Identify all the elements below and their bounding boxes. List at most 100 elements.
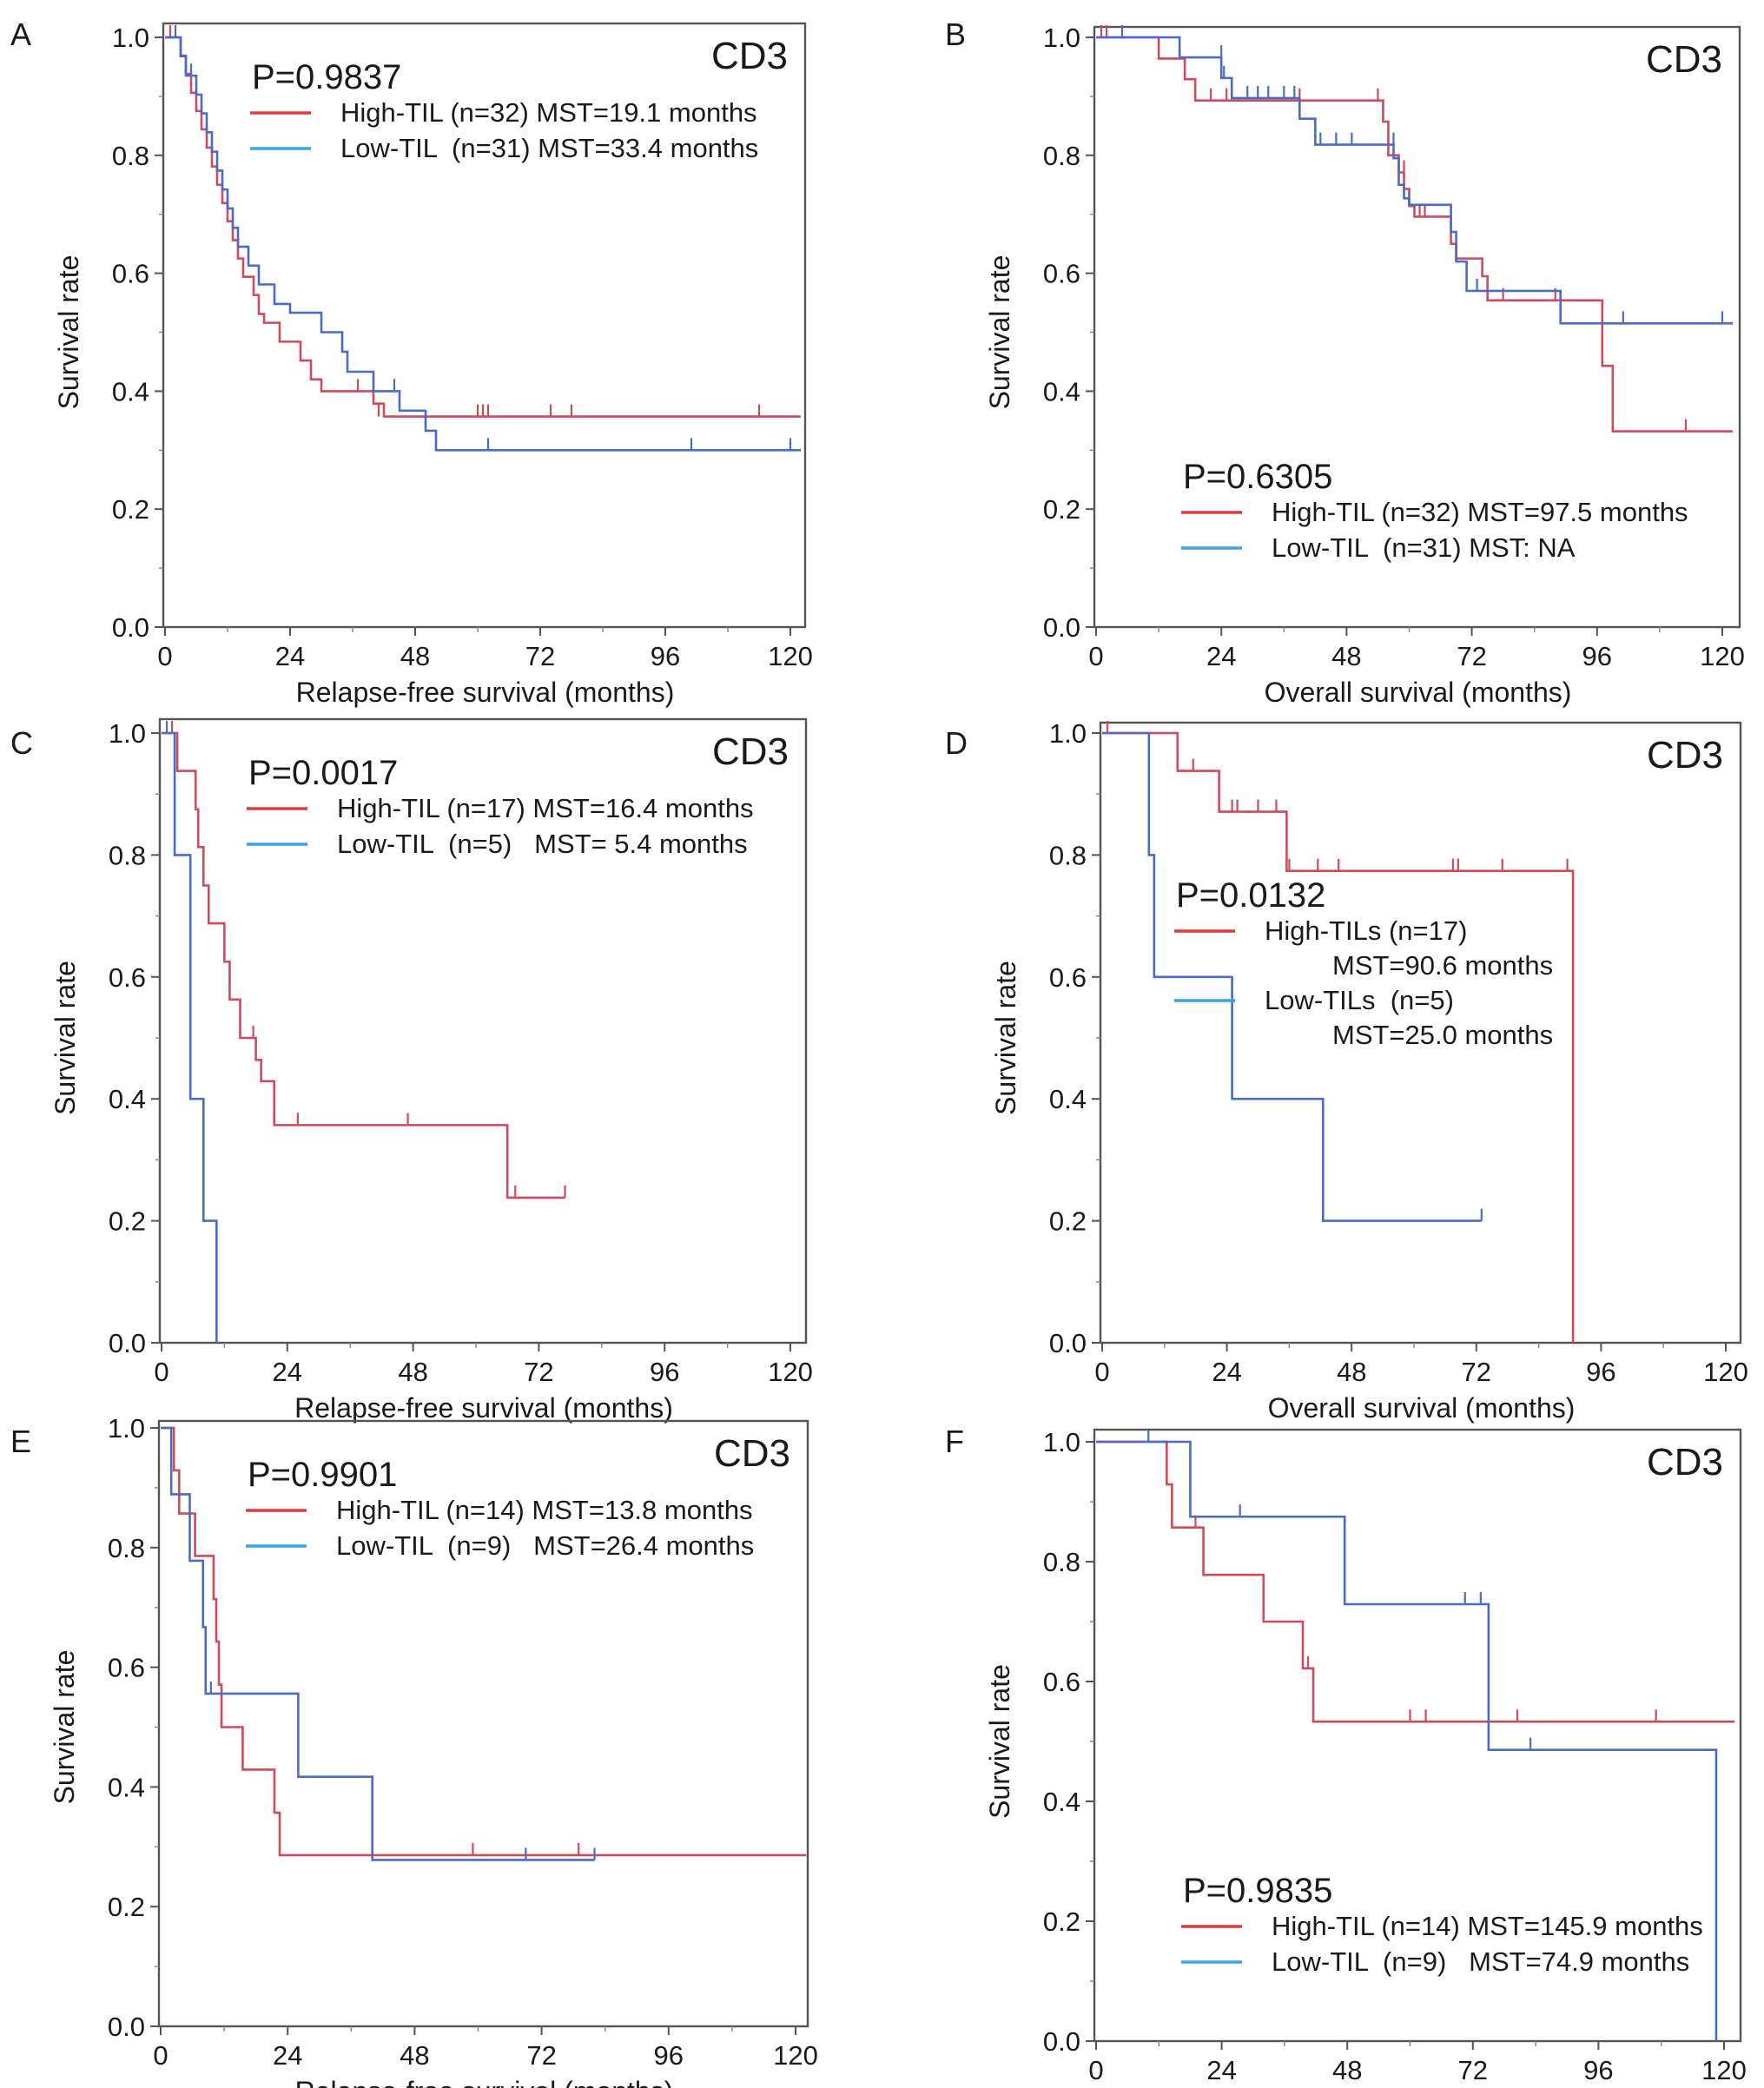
x-tick-label: 120 <box>773 2040 818 2071</box>
y-tick-label: 0.2 <box>1049 1206 1087 1237</box>
y-tick-label: 0.8 <box>1043 1547 1080 1577</box>
y-tick-label: 0.2 <box>1043 1906 1080 1937</box>
p-value: P=0.0132 <box>1176 876 1325 915</box>
marker-title: CD3 <box>1646 38 1722 81</box>
y-tick-label: 0.8 <box>112 141 149 171</box>
y-tick-label: 0.0 <box>108 2012 145 2042</box>
p-value: P=0.9837 <box>252 58 401 96</box>
x-tick-label: 48 <box>1332 2055 1362 2085</box>
y-tick-label: 0.6 <box>109 962 146 993</box>
x-tick-label: 72 <box>525 641 555 671</box>
marker-title: CD3 <box>714 1432 790 1475</box>
y-tick-label: 0.4 <box>1043 376 1080 406</box>
x-tick-label: 96 <box>1586 1357 1615 1387</box>
y-tick-label: 0.8 <box>108 1533 145 1563</box>
x-tick-label: 48 <box>1331 641 1361 671</box>
x-tick-label: 0 <box>1088 2055 1103 2085</box>
panel-e: E 0.0 0.2 0.4 0.6 0.8 1.0 0 24 48 72 96 120 Relapse-f… <box>10 1413 818 2088</box>
x-tick-label: 24 <box>273 2040 302 2071</box>
km-curve-low <box>1096 1440 1718 2041</box>
x-tick-label: 0 <box>153 2040 168 2071</box>
x-axis-label: Relapse-free survival (months) <box>296 677 675 708</box>
legend-label-high: High-TIL (n=14) MST=145.9 months <box>1272 1911 1703 1941</box>
p-value: P=0.9901 <box>248 1456 397 1494</box>
legend-mst-high: MST=90.6 months <box>1332 950 1553 981</box>
km-curve-low <box>162 731 218 1343</box>
y-axis-label: Survival rate <box>984 255 1015 410</box>
y-tick-label: 0.0 <box>1049 1328 1087 1358</box>
legend-mst-low: MST=25.0 months <box>1332 1020 1553 1050</box>
panel-b: B 0.0 0.2 0.4 0.6 0.8 1.0 0 24 48 72 96 120 Overall s… <box>945 17 1745 708</box>
legend-label-high: High-TIL (n=32) MST=19.1 months <box>340 97 757 128</box>
legend-label-low: Low-TIL (n=31) MST: NA <box>1272 532 1576 563</box>
panel-letter: F <box>945 1424 964 1459</box>
p-value: P=0.0017 <box>248 754 398 792</box>
y-tick-label: 0.0 <box>1043 2026 1080 2057</box>
km-curve-high <box>1096 36 1734 433</box>
y-tick-label: 0.8 <box>1043 141 1080 171</box>
x-tick-label: 48 <box>1337 1357 1366 1387</box>
legend-label-low: Low-TIL (n=9) MST=74.9 months <box>1272 1946 1689 1977</box>
panel-a: A 0.0 0.2 0.4 0.6 0.8 1.0 0 24 48 72 96 120 Relapse-f… <box>10 17 813 708</box>
y-tick-label: 0.2 <box>109 1206 146 1237</box>
x-tick-label: 0 <box>1088 641 1103 671</box>
x-tick-label: 120 <box>1700 641 1745 671</box>
p-value: P=0.6305 <box>1183 458 1332 496</box>
y-tick-label: 0.8 <box>109 840 146 870</box>
y-tick-label: 0.2 <box>1043 494 1080 525</box>
x-tick-label: 72 <box>1462 1357 1491 1387</box>
legend-label-high: High-TIL (n=32) MST=97.5 months <box>1272 497 1688 527</box>
y-tick-label: 0.4 <box>108 1772 145 1802</box>
legend-label-high: High-TIL (n=14) MST=13.8 months <box>336 1495 753 1525</box>
y-axis-label: Survival rate <box>50 961 81 1115</box>
panel-d: D 0.0 0.2 0.4 0.6 0.8 1.0 0 24 48 72 96 120 Overall s… <box>945 718 1748 1424</box>
y-tick-label: 1.0 <box>108 1413 145 1444</box>
marker-title: CD3 <box>1647 1441 1723 1483</box>
legend-label-high: High-TIL (n=17) MST=16.4 months <box>337 793 754 823</box>
x-tick-label: 48 <box>400 2040 429 2071</box>
x-tick-label: 24 <box>1206 641 1236 671</box>
legend-label-high: High-TILs (n=17) <box>1265 915 1467 946</box>
x-axis-label: Relapse-free survival (months) <box>294 1392 673 1424</box>
x-axis-label: Relapse-free survival (months) <box>295 2076 674 2088</box>
x-tick-label: 120 <box>768 641 813 671</box>
plot-frame <box>158 717 808 1345</box>
panel-letter: E <box>10 1424 31 1459</box>
km-curve-low <box>161 1426 595 1861</box>
x-tick-label: 72 <box>526 2040 556 2071</box>
y-tick-label: 0.0 <box>1043 612 1080 643</box>
x-axis-label: Overall survival (months) <box>1268 1392 1576 1424</box>
y-tick-label: 0.6 <box>1049 962 1087 993</box>
x-tick-label: 72 <box>524 1357 553 1387</box>
legend-label-low: Low-TIL (n=31) MST=33.4 months <box>340 133 758 163</box>
x-tick-label: 120 <box>1703 1357 1748 1387</box>
x-tick-label: 24 <box>273 1357 302 1387</box>
y-tick-label: 0.6 <box>112 259 149 289</box>
y-tick-label: 0.6 <box>1043 259 1080 289</box>
p-value: P=0.9835 <box>1183 1872 1332 1910</box>
y-tick-label: 0.4 <box>1043 1787 1080 1817</box>
y-tick-label: 1.0 <box>1049 718 1087 749</box>
panel-letter: B <box>945 17 966 52</box>
panel-letter: A <box>10 17 31 52</box>
x-tick-label: 96 <box>654 2040 684 2071</box>
y-tick-label: 0.6 <box>1043 1667 1080 1697</box>
km-curve-high <box>1096 1440 1735 1723</box>
x-tick-label: 0 <box>157 641 172 671</box>
y-tick-label: 0.0 <box>109 1328 146 1358</box>
x-tick-label: 120 <box>768 1357 813 1387</box>
km-curve-low <box>1102 731 1482 1222</box>
marker-title: CD3 <box>1647 734 1723 776</box>
marker-title: CD3 <box>711 35 788 77</box>
x-tick-label: 48 <box>400 641 430 671</box>
x-axis-label: Overall survival (months) <box>1265 677 1572 708</box>
legend-label-low: Low-TIL (n=5) MST= 5.4 months <box>337 829 748 859</box>
x-tick-label: 96 <box>650 1357 679 1387</box>
x-tick-label: 48 <box>398 1357 427 1387</box>
y-axis-label: Survival rate <box>53 255 84 410</box>
legend-label-low: Low-TIL (n=9) MST=26.4 months <box>336 1530 754 1561</box>
km-curve-high <box>162 731 565 1199</box>
plot-frame <box>157 1419 809 2028</box>
